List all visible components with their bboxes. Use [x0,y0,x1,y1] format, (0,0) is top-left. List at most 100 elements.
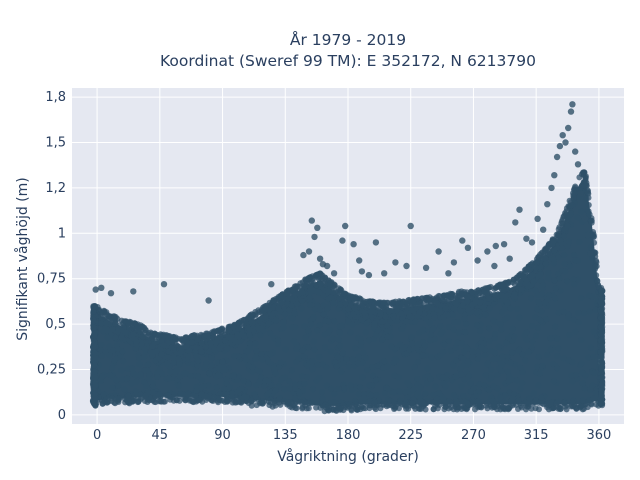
data-point [598,381,605,388]
data-point [180,336,187,343]
data-point [461,376,468,383]
data-point [597,337,604,344]
data-point [377,310,384,317]
data-point [259,356,266,363]
data-point [119,376,126,383]
data-point [265,320,272,327]
data-point [91,331,98,338]
data-point [528,295,534,302]
data-point [445,338,452,345]
data-point [458,340,465,347]
data-point [499,353,506,360]
data-point [581,310,588,317]
data-point [454,339,461,346]
data-point [194,357,201,364]
data-point [206,370,213,377]
data-point [122,329,129,336]
data-point [555,254,562,261]
data-point [522,400,529,406]
data-point [578,295,585,302]
data-point [492,330,498,337]
data-point [555,226,562,233]
data-point [99,352,105,359]
data-point [535,353,542,360]
data-point [518,286,525,293]
data-point [516,314,523,321]
data-point [584,189,591,196]
data-point [538,291,545,298]
data-point [476,299,483,306]
data-point [141,354,148,360]
data-point [391,389,397,396]
y-tick-label: 1,5 [45,135,66,150]
data-point [465,373,472,380]
data-point [462,329,469,336]
data-point [538,394,545,401]
data-point [331,391,338,397]
data-point [430,406,437,413]
data-point [428,354,435,361]
data-point [568,372,575,379]
x-tick-label: 315 [524,428,549,443]
data-point [187,373,194,379]
data-point [504,368,511,375]
data-point [594,277,601,284]
chart-title-line-2: Koordinat (Sweref 99 TM): E 352172, N 62… [160,52,536,70]
data-point [385,402,392,409]
data-point [327,294,334,301]
data-point [246,331,253,338]
data-point [536,300,543,307]
data-point [409,400,416,407]
data-point [215,372,222,378]
data-point [317,281,324,288]
data-point [555,270,562,277]
outlier-point [205,297,212,304]
data-point [213,384,220,391]
data-point [585,202,592,208]
data-point [228,393,235,400]
data-point [555,345,562,352]
data-point [176,373,183,380]
data-point [322,344,328,351]
data-point [398,326,405,333]
outlier-point [572,148,579,155]
data-point [220,364,227,370]
data-point [149,389,156,396]
data-point [358,339,365,346]
data-point [206,348,213,355]
data-point [316,374,323,381]
data-point [102,348,109,355]
data-point [488,374,495,381]
data-point [575,319,582,326]
data-point [288,367,295,374]
data-point [598,354,604,360]
data-point [510,293,517,300]
data-point [420,352,427,359]
data-point [290,286,297,293]
data-point [347,382,354,389]
data-point [404,304,411,311]
data-point [409,307,416,313]
data-point [567,202,574,209]
data-point [450,362,457,369]
data-point [564,222,571,229]
data-point [592,306,599,313]
data-point [504,314,511,321]
data-point [223,397,230,404]
data-point [241,394,248,400]
data-point [345,363,352,370]
data-point [292,324,299,331]
data-point [322,281,329,288]
data-point [197,397,204,403]
data-point [145,375,152,382]
data-point [591,369,597,376]
outlier-point [584,231,591,239]
data-point [379,318,385,325]
data-point [203,393,209,399]
data-point [292,394,298,401]
data-point [379,336,386,343]
x-tick-label: 0 [93,428,101,443]
data-point [381,358,388,365]
data-point [490,383,497,390]
data-point [172,336,179,343]
